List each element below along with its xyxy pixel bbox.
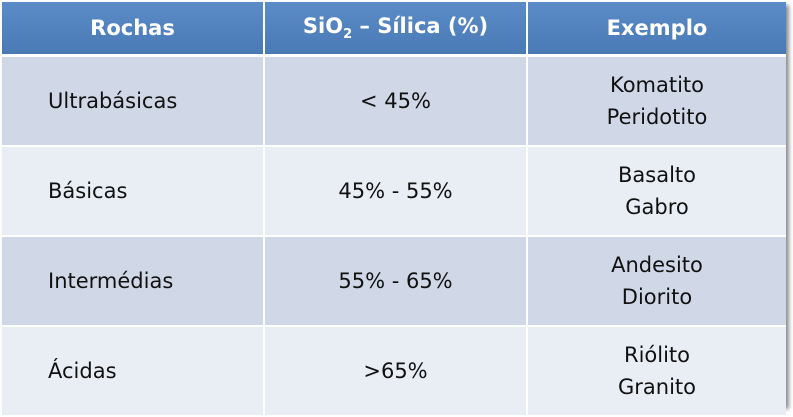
cell-text: < 45% (360, 89, 431, 113)
cell-line: Diorito (621, 285, 693, 309)
table-cell: Básicas (2, 146, 265, 237)
cell-text: 45% - 55% (338, 179, 453, 203)
header-text: SiO (302, 13, 344, 38)
table-cell: < 45% (264, 55, 528, 147)
cell-text: Ultrabásicas (48, 89, 178, 113)
header-row: Rochas SiO2 – Sílica (%) Exemplo (2, 2, 786, 57)
table-cell: >65% (264, 326, 528, 417)
cell-line: Komatito (609, 73, 705, 97)
table-cell: Ácidas (2, 326, 265, 417)
table-row: Intermédias 55% - 65% Andesito Diorito (2, 236, 786, 327)
cell-line: Granito (617, 375, 696, 399)
table-cell: Komatito Peridotito (527, 55, 786, 147)
cell-text: Intermédias (48, 269, 174, 293)
table-row: Básicas 45% - 55% Basalto Gabro (2, 146, 786, 237)
cell-text: Básicas (48, 179, 128, 203)
subscript: 2 (343, 27, 353, 43)
header-text: Rochas (90, 16, 175, 40)
cell-line: Gabro (625, 195, 689, 219)
table-cell: Ultrabásicas (2, 55, 265, 147)
table-row: Ultrabásicas < 45% Komatito Peridotito (2, 55, 786, 147)
cell-text: >65% (363, 359, 428, 383)
cell-line: Andesito (611, 253, 703, 277)
header-cell: SiO2 – Sílica (%) (264, 2, 528, 57)
table-cell: Intermédias (2, 236, 265, 327)
table-cell: Andesito Diorito (527, 236, 786, 327)
table-cell: 45% - 55% (264, 146, 528, 237)
header-text: – Sílica (%) (352, 13, 489, 38)
cell-line: Peridotito (606, 105, 708, 129)
table-row: Ácidas >65% Riólito Granito (2, 326, 786, 417)
table-cell: Riólito Granito (527, 326, 786, 417)
header-cell: Rochas (2, 2, 265, 57)
header-cell: Exemplo (527, 2, 786, 57)
cell-text: 55% - 65% (338, 269, 453, 293)
cell-line: Riólito (623, 343, 691, 367)
table-cell: 55% - 65% (264, 236, 528, 327)
cell-text: Ácidas (48, 359, 117, 383)
header-text: Exemplo (606, 16, 708, 40)
table-cell: Basalto Gabro (527, 146, 786, 237)
cell-line: Basalto (617, 163, 696, 187)
